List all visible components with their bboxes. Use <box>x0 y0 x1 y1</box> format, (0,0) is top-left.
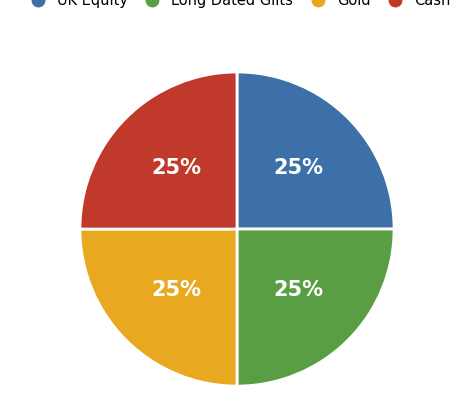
Wedge shape <box>237 72 394 229</box>
Text: 25%: 25% <box>151 158 201 178</box>
Legend: UK Equity, Long Dated Gilts, Gold, Cash: UK Equity, Long Dated Gilts, Gold, Cash <box>23 0 451 8</box>
Wedge shape <box>80 72 237 229</box>
Text: 25%: 25% <box>151 280 201 300</box>
Text: 25%: 25% <box>273 280 323 300</box>
Wedge shape <box>237 229 394 386</box>
Text: 25%: 25% <box>273 158 323 178</box>
Wedge shape <box>80 229 237 386</box>
